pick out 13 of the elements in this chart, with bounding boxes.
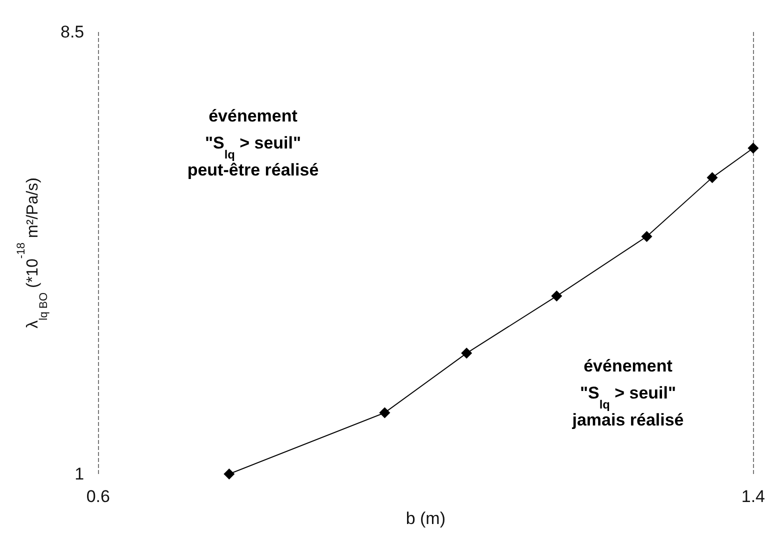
point	[641, 231, 652, 242]
point	[461, 348, 472, 359]
point	[551, 290, 562, 302]
x-axis-title: b (m)	[406, 508, 446, 528]
point	[224, 468, 235, 480]
y-axis-title: λlq BO (*10-18 m²/Pa/s)	[16, 178, 50, 328]
point	[706, 172, 718, 184]
point	[748, 142, 759, 154]
x-tick-label: 0.6	[86, 487, 110, 506]
y-tick-label: 1	[74, 464, 84, 484]
y-tick-label: 8.5	[60, 22, 84, 42]
x-tick-label: 1.4	[741, 487, 766, 506]
point	[379, 407, 390, 418]
